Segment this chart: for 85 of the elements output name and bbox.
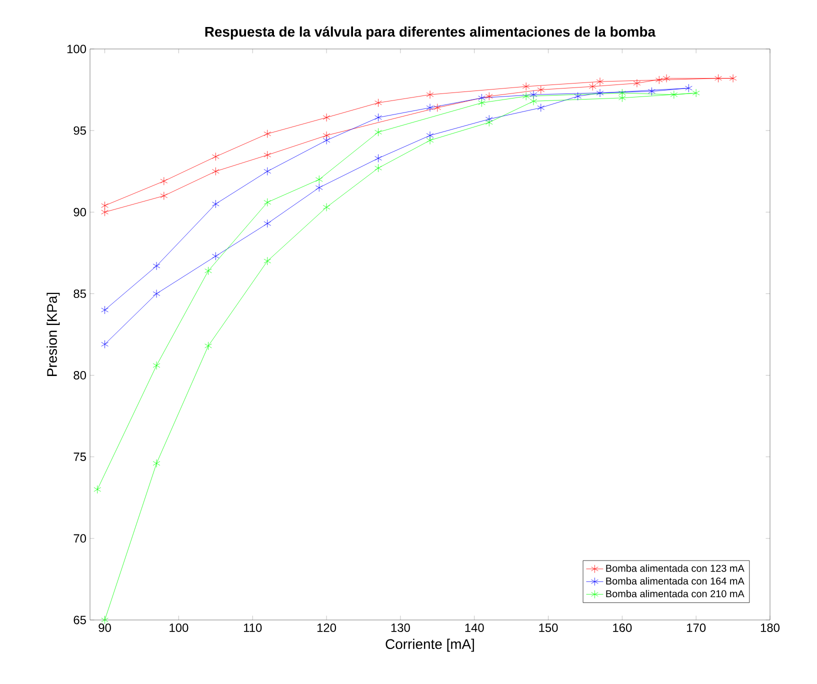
point	[160, 176, 168, 186]
legend-label: Bomba alimentada con 123 mA	[606, 564, 744, 572]
point	[212, 152, 220, 161]
point	[648, 87, 656, 96]
x-tick-label: 90	[98, 624, 111, 632]
y-tick-label: 65	[74, 616, 86, 624]
point	[212, 167, 220, 176]
point	[426, 104, 434, 112]
point	[596, 77, 604, 86]
point	[264, 256, 272, 266]
point	[152, 361, 160, 370]
point	[160, 192, 168, 200]
x-axis-title: Corriente [mA]	[386, 638, 474, 652]
point	[264, 150, 272, 160]
point	[212, 252, 220, 260]
x-tick-label: 120	[317, 624, 336, 632]
x-tick-label: 110	[244, 624, 262, 632]
point	[264, 130, 272, 138]
x-tick-label: 130	[391, 624, 410, 632]
point	[537, 104, 545, 112]
point	[574, 92, 582, 100]
point	[374, 128, 382, 136]
point	[685, 84, 692, 92]
point	[204, 266, 212, 276]
point	[522, 92, 530, 100]
point	[588, 82, 596, 91]
point	[434, 104, 442, 112]
point	[152, 262, 160, 270]
point	[315, 175, 323, 184]
point	[101, 340, 108, 348]
point	[101, 208, 108, 216]
point	[322, 113, 330, 122]
point	[596, 88, 604, 98]
x-tick-label: 180	[760, 624, 780, 632]
y-tick-label: 80	[74, 371, 86, 380]
point	[530, 90, 538, 99]
point	[522, 82, 530, 91]
legend-label: Bomba alimentada con 210 mA	[606, 590, 744, 598]
point	[655, 76, 663, 84]
point	[618, 88, 626, 98]
point	[485, 118, 493, 127]
point	[152, 459, 160, 468]
legend-label: Bomba alimentada con 164 mA	[606, 577, 744, 585]
point	[426, 90, 434, 99]
chart-title: Respuesta de la válvula para diferentes alimentaciones de la bomba	[205, 26, 656, 40]
y-tick-label: 100	[67, 44, 86, 54]
point	[322, 136, 330, 145]
point	[692, 88, 700, 98]
point	[94, 485, 102, 494]
point	[485, 92, 493, 100]
point	[537, 86, 545, 94]
point	[374, 164, 382, 172]
point	[374, 154, 382, 162]
point	[426, 136, 434, 145]
x-tick-label: 160	[613, 624, 632, 632]
point	[264, 167, 272, 176]
y-tick-label: 85	[74, 289, 86, 298]
point	[530, 97, 538, 106]
y-axis-title: Presion [KPa]	[46, 292, 60, 376]
y-tick-label: 95	[74, 126, 86, 135]
point	[101, 201, 108, 210]
y-tick-label: 70	[74, 534, 86, 543]
point	[662, 74, 670, 83]
y-tick-label: 90	[74, 208, 86, 216]
point	[478, 98, 486, 108]
point	[101, 306, 108, 314]
point	[670, 90, 678, 99]
point	[374, 98, 382, 108]
point	[264, 219, 272, 228]
point	[152, 290, 160, 298]
point	[374, 113, 382, 122]
point	[729, 74, 737, 83]
point	[714, 74, 722, 83]
point	[212, 200, 220, 208]
point	[322, 203, 330, 212]
x-tick-label: 100	[170, 624, 188, 632]
x-tick-label: 140	[465, 624, 484, 632]
point	[633, 79, 641, 88]
point	[204, 342, 212, 350]
y-tick-label: 75	[74, 452, 86, 462]
point	[264, 198, 272, 207]
point	[618, 94, 626, 102]
x-tick-label: 150	[539, 624, 558, 632]
x-tick-label: 170	[687, 624, 706, 632]
point	[315, 183, 323, 192]
